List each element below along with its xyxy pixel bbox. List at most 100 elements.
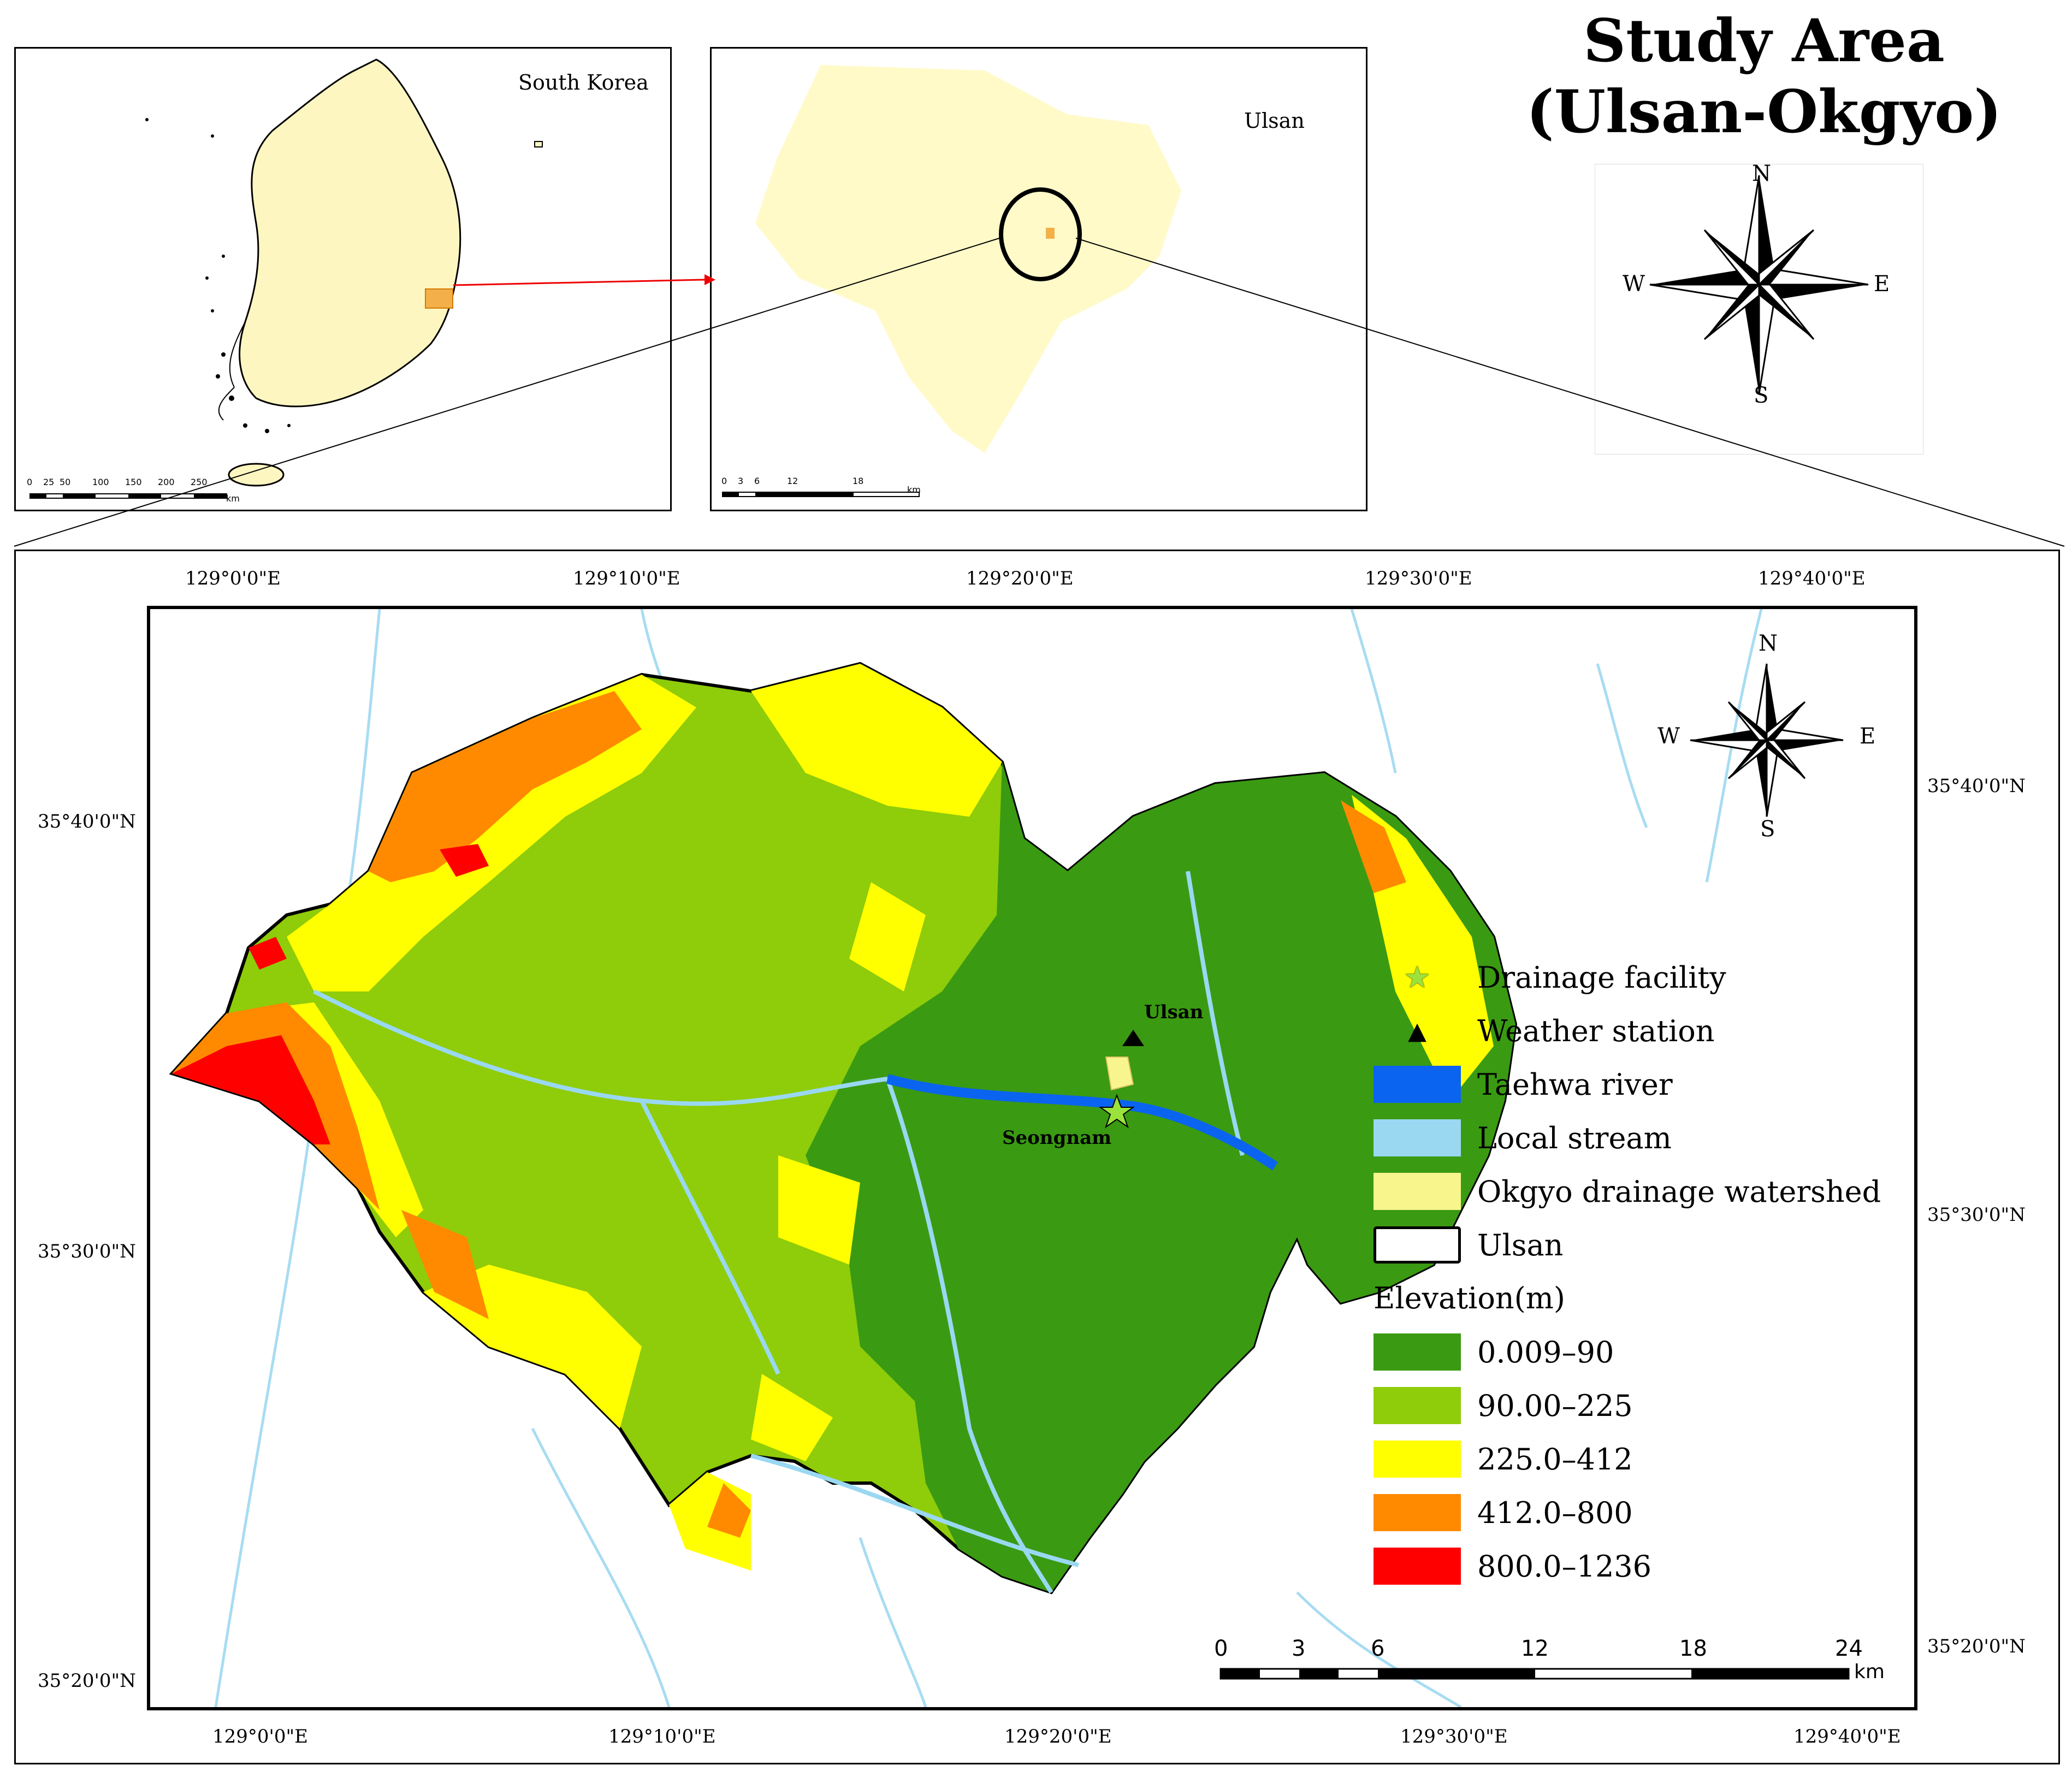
korea-scale-0: 0 xyxy=(27,477,33,487)
main-compass-e: E xyxy=(1860,724,1876,749)
lat-right-2: 35°20'0"N xyxy=(1927,1636,2026,1657)
page-title: Study Area (Ulsan-Okgyo) xyxy=(1518,5,2010,147)
main-compass-n: N xyxy=(1759,631,1778,656)
lon-bottom-2: 129°20'0"E xyxy=(1004,1726,1112,1748)
legend-swatch xyxy=(1374,1226,1461,1264)
ulsan-scale-12: 12 xyxy=(787,476,798,486)
place-label-seongnam: Seongnam xyxy=(1002,1127,1112,1149)
lat-left-0: 35°40'0"N xyxy=(38,811,136,833)
legend-label: Weather station xyxy=(1477,1014,1715,1048)
korea-scale-unit: km xyxy=(226,493,240,504)
place-label-ulsan: Ulsan xyxy=(1144,1001,1204,1023)
legend: ★ Drainage facility ▲ Weather station Ta… xyxy=(1374,959,1909,1636)
compass-top: N S E W xyxy=(1595,161,1923,454)
main-scale-18: 18 xyxy=(1679,1636,1707,1661)
lon-bottom-0: 129°0'0"E xyxy=(212,1726,308,1748)
star-icon: ★ xyxy=(1403,959,1431,995)
ulsan-scale-bar xyxy=(722,492,920,497)
legend-label: Drainage facility xyxy=(1477,960,1726,995)
korea-scale-200: 200 xyxy=(158,477,175,487)
legend-label: Taehwa river xyxy=(1477,1067,1673,1102)
lon-bottom-3: 129°30'0"E xyxy=(1400,1726,1508,1748)
korea-scale-100: 100 xyxy=(92,477,109,487)
lat-right-0: 35°40'0"N xyxy=(1927,775,2026,797)
ulsan-scale-18: 18 xyxy=(853,476,864,486)
legend-label: Local stream xyxy=(1477,1121,1672,1155)
korea-scale-25: 25 xyxy=(43,477,55,487)
legend-elevation-title: Elevation(m) xyxy=(1374,1281,1565,1315)
ulsan-scale-6: 6 xyxy=(754,476,760,486)
compass-e: E xyxy=(1874,271,1890,297)
legend-label: 800.0–1236 xyxy=(1477,1549,1652,1584)
legend-item-ulsan: Ulsan xyxy=(1374,1226,1914,1265)
lon-top-0: 129°0'0"E xyxy=(185,568,281,589)
legend-swatch xyxy=(1374,1494,1461,1531)
inset-ulsan: Ulsan 0 3 6 12 18 km xyxy=(710,47,1367,511)
legend-swatch xyxy=(1374,1066,1461,1103)
compass-n: N xyxy=(1752,161,1771,186)
elevation-map: N S E W Ulsan Seongnam 0 3 6 12 18 24 km… xyxy=(147,606,1917,1710)
title-line-1: Study Area xyxy=(1583,7,1945,75)
lon-top-1: 129°10'0"E xyxy=(573,568,680,589)
legend-elevation-1: 90.00–225 xyxy=(1374,1387,1914,1425)
korea-map-icon xyxy=(29,58,543,499)
legend-elevation-4: 800.0–1236 xyxy=(1374,1548,1914,1586)
lon-top-3: 129°30'0"E xyxy=(1365,568,1472,589)
legend-swatch xyxy=(1374,1387,1461,1424)
inset-south-korea: South Korea 0 25 50 100 150 200 250 km xyxy=(14,47,672,511)
legend-label: 0.009–90 xyxy=(1477,1335,1614,1369)
main-scale-24: 24 xyxy=(1835,1636,1863,1661)
main-scale-3: 3 xyxy=(1292,1636,1306,1661)
ulsan-scale-3: 3 xyxy=(738,476,744,486)
legend-elevation-3: 412.0–800 xyxy=(1374,1494,1914,1532)
legend-elevation-2: 225.0–412 xyxy=(1374,1441,1914,1479)
lon-top-2: 129°20'0"E xyxy=(966,568,1074,589)
korea-scale-50: 50 xyxy=(60,477,71,487)
lon-top-4: 129°40'0"E xyxy=(1758,568,1866,589)
legend-swatch xyxy=(1374,1548,1461,1585)
lat-left-2: 35°20'0"N xyxy=(38,1670,136,1692)
lon-bottom-1: 129°10'0"E xyxy=(608,1726,716,1748)
main-compass-s: S xyxy=(1760,817,1775,842)
lat-right-1: 35°30'0"N xyxy=(1927,1204,2026,1226)
main-scale-bar xyxy=(1219,1668,1850,1680)
korea-scale-bar xyxy=(29,493,227,499)
compass-rose-icon xyxy=(1649,175,1869,394)
legend-label: 90.00–225 xyxy=(1477,1389,1633,1423)
ulsan-scale-0: 0 xyxy=(721,476,727,486)
legend-swatch xyxy=(1374,1441,1461,1478)
triangle-icon: ▲ xyxy=(1408,1017,1426,1045)
legend-label: 412.0–800 xyxy=(1477,1496,1633,1530)
korea-scale-250: 250 xyxy=(191,477,208,487)
main-scale-0: 0 xyxy=(1214,1636,1228,1661)
korea-label: South Korea xyxy=(518,70,649,95)
ulsan-scale-unit: km xyxy=(907,485,921,495)
legend-item-okgyo-watershed: Okgyo drainage watershed xyxy=(1374,1173,1914,1211)
legend-swatch xyxy=(1374,1333,1461,1371)
legend-elevation-0: 0.009–90 xyxy=(1374,1333,1914,1372)
compass-w: W xyxy=(1623,271,1645,297)
korea-scale-150: 150 xyxy=(125,477,142,487)
compass-s: S xyxy=(1754,383,1769,408)
lon-bottom-4: 129°40'0"E xyxy=(1793,1726,1901,1748)
lat-left-1: 35°30'0"N xyxy=(38,1241,136,1262)
main-map-frame: 129°0'0"E 129°10'0"E 129°20'0"E 129°30'0… xyxy=(14,550,2060,1764)
legend-label: 225.0–412 xyxy=(1477,1442,1633,1477)
legend-label: Ulsan xyxy=(1477,1228,1564,1262)
title-line-2: (Ulsan-Okgyo) xyxy=(1526,78,2002,146)
main-compass-w: W xyxy=(1657,724,1680,749)
main-compass-icon xyxy=(1690,663,1844,817)
legend-item-weather-station: ▲ Weather station xyxy=(1374,1012,1914,1050)
legend-swatch xyxy=(1374,1119,1461,1156)
main-scale-unit: km xyxy=(1854,1661,1885,1683)
ulsan-map-icon xyxy=(722,65,1181,497)
drainage-facility-marker xyxy=(1098,1094,1135,1129)
weather-station-marker xyxy=(1122,1030,1144,1046)
legend-item-taehwa-river: Taehwa river xyxy=(1374,1066,1914,1104)
legend-item-drainage-facility: ★ Drainage facility xyxy=(1374,959,1914,997)
legend-label: Okgyo drainage watershed xyxy=(1477,1174,1881,1209)
main-scale-12: 12 xyxy=(1521,1636,1549,1661)
legend-swatch xyxy=(1374,1173,1461,1210)
legend-item-local-stream: Local stream xyxy=(1374,1119,1914,1158)
